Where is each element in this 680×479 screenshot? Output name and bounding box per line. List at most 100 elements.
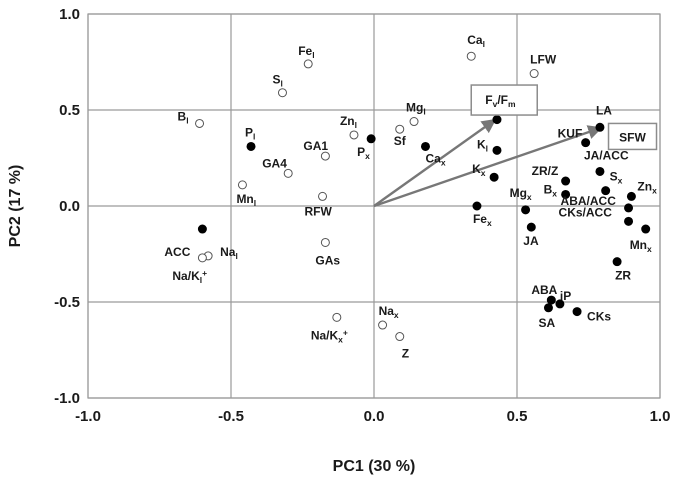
- point-label: Mnl: [236, 192, 256, 208]
- data-point: [237, 180, 247, 190]
- data-point: [349, 130, 359, 140]
- data-point: [572, 307, 582, 317]
- point-label: Bl: [178, 109, 189, 125]
- point-label: SA: [538, 316, 555, 330]
- point-label: ACC: [164, 245, 190, 259]
- data-point: [581, 138, 591, 148]
- data-point: [303, 59, 313, 69]
- data-point: [466, 51, 476, 61]
- data-point: [277, 88, 287, 98]
- y-tick-label: -1.0: [54, 390, 80, 407]
- point-label: Pl: [245, 125, 255, 141]
- point-label: LA: [596, 103, 612, 117]
- data-point: [561, 176, 571, 186]
- point-label: GA1: [303, 139, 328, 153]
- data-point: [555, 299, 565, 309]
- point-label: GA4: [262, 156, 287, 170]
- point-label: Sf: [394, 134, 407, 148]
- point-label: Sx: [610, 170, 623, 186]
- point-label: Na/Kl+: [172, 268, 207, 285]
- data-point: [626, 191, 636, 201]
- data-point: [395, 332, 405, 342]
- point-label: ZR/Z: [532, 164, 559, 178]
- data-point: [546, 295, 556, 305]
- boxed-label: Fv/Fm: [485, 93, 516, 109]
- data-point: [195, 118, 205, 128]
- point-labels: Cal LFW Fel Sl Bl Mgl Sf Znl GA1 GA4 Mnl RFW GAs Nal N…: [164, 33, 658, 361]
- x-tick-label: 0.5: [507, 408, 528, 425]
- point-label: Znx: [637, 179, 657, 195]
- point-label: Znl: [340, 114, 357, 130]
- data-point: [543, 303, 553, 313]
- boxed-label: SFW: [619, 130, 646, 144]
- data-point: [395, 124, 405, 134]
- point-label: LFW: [530, 53, 557, 67]
- point-label: RFW: [305, 204, 333, 218]
- data-point: [489, 172, 499, 182]
- boxed-label-frame: [607, 122, 658, 151]
- point-label: KUF: [558, 127, 583, 141]
- data-point: [246, 141, 256, 151]
- x-axis-title: PC1 (30 %): [333, 458, 416, 475]
- data-point: [624, 203, 634, 213]
- x-tick-label: -0.5: [218, 408, 244, 425]
- y-tick-label: 0.5: [59, 102, 80, 119]
- point-label: Kx: [472, 162, 486, 178]
- data-point: [197, 224, 207, 234]
- axis-ticks: -1.0 -0.5 0.0 0.5 1.0 1.0 0.5 0.0 -0.5 -1.0: [54, 6, 670, 425]
- y-tick-label: 1.0: [59, 6, 80, 23]
- point-label: Fel: [298, 44, 314, 60]
- point-label: CKs/ACC: [559, 205, 613, 219]
- data-point: [366, 134, 376, 144]
- point-label: Z: [402, 347, 409, 361]
- data-point: [612, 257, 622, 267]
- x-tick-label: -1.0: [75, 408, 101, 425]
- point-label: GAs: [315, 253, 340, 267]
- point-label: Mgx: [510, 186, 532, 202]
- data-point: [420, 141, 430, 151]
- point-label: Na/Kx+: [311, 327, 348, 344]
- data-point: [320, 237, 330, 247]
- point-label: Fex: [473, 212, 492, 228]
- data-point: [492, 145, 502, 155]
- loading-vectors: [373, 118, 603, 208]
- data-point: [595, 166, 605, 176]
- data-point: [472, 201, 482, 211]
- point-label: Cax: [425, 151, 445, 167]
- data-point: [529, 69, 539, 79]
- point-label: ABA: [531, 283, 557, 297]
- vector-arrow: [373, 118, 497, 207]
- boxed-label-frame: [470, 84, 538, 116]
- point-label: Nax: [379, 304, 399, 320]
- data-point: [601, 186, 611, 196]
- vector-arrow: [373, 125, 603, 208]
- point-label: Mnx: [630, 238, 652, 254]
- data-point: [624, 216, 634, 226]
- point-label: JA/ACC: [584, 148, 629, 162]
- point-label: CKs: [587, 310, 611, 324]
- x-tick-label: 0.0: [364, 408, 385, 425]
- grid: [87, 13, 661, 399]
- point-label: Cal: [467, 33, 485, 49]
- data-point: [492, 115, 502, 125]
- y-tick-label: 0.0: [59, 198, 80, 215]
- data-point: [641, 224, 651, 234]
- point-label: Sl: [272, 73, 282, 89]
- data-point: [197, 253, 207, 263]
- data-point: [526, 222, 536, 232]
- y-tick-label: -0.5: [54, 294, 80, 311]
- point-label: ZR: [615, 269, 631, 283]
- data-point: [283, 168, 293, 178]
- y-axis-title: PC2 (17 %): [7, 165, 24, 248]
- point-label: Nal: [220, 245, 238, 261]
- data-point: [521, 205, 531, 215]
- data-point: [409, 117, 419, 127]
- data-point: [561, 189, 571, 199]
- point-label: JA: [523, 234, 539, 248]
- data-point: [320, 151, 330, 161]
- data-point: [318, 191, 328, 201]
- point-label: Mgl: [406, 101, 426, 117]
- point-label: Bx: [544, 182, 558, 198]
- data-point: [378, 320, 388, 330]
